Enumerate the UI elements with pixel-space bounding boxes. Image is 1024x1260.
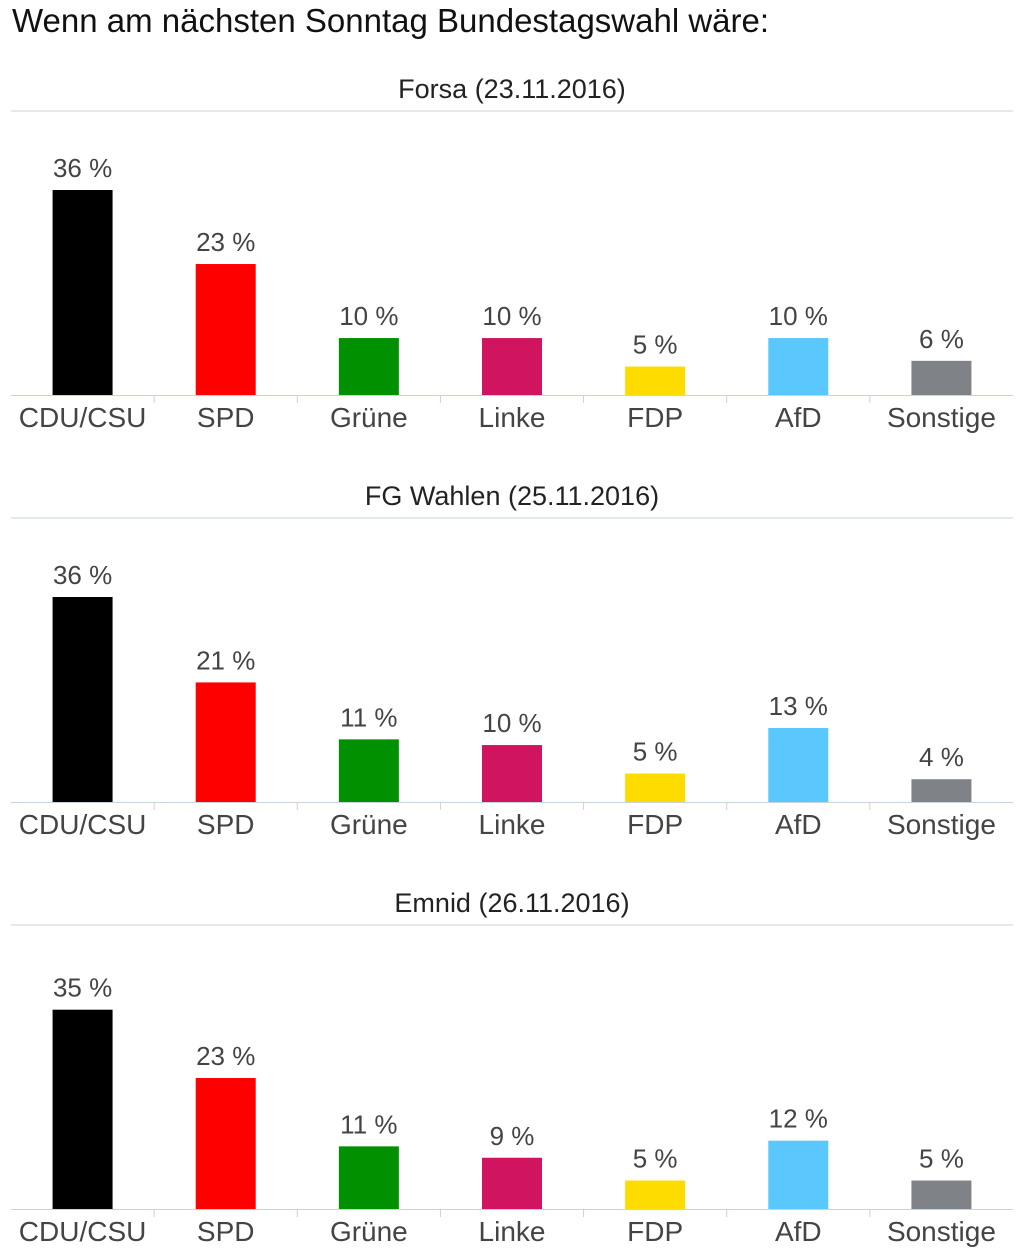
value-label-fdp: 5 % xyxy=(633,1144,678,1174)
category-label-cdu-csu: CDU/CSU xyxy=(19,402,147,433)
value-label-spd: 21 % xyxy=(196,645,255,675)
value-label-afd: 13 % xyxy=(769,691,828,721)
category-label-afd: AfD xyxy=(775,402,822,433)
chart-svg: Forsa (23.11.2016) 36 % CDU/CSU 23 % SPD 10 %… xyxy=(11,74,1013,433)
value-label-cdu-csu: 35 % xyxy=(53,973,112,1003)
category-label-sonstige: Sonstige xyxy=(887,402,996,433)
category-label-fdp: FDP xyxy=(627,1216,683,1247)
category-label-sonstige: Sonstige xyxy=(887,809,996,840)
chart-svg: FG Wahlen (25.11.2016) 36 % CDU/CSU 21 % SPD… xyxy=(11,481,1013,840)
category-label-cdu-csu: CDU/CSU xyxy=(19,809,147,840)
category-label-afd: AfD xyxy=(775,1216,822,1247)
bar-sonstige xyxy=(911,360,972,395)
value-label-linke: 10 % xyxy=(482,708,541,738)
category-label-spd: SPD xyxy=(197,1216,255,1247)
chart-title: Forsa (23.11.2016) xyxy=(398,74,626,104)
bar-afd xyxy=(768,1140,829,1209)
category-label-grüne: Grüne xyxy=(330,809,408,840)
category-label-sonstige: Sonstige xyxy=(887,1216,996,1247)
chart-title: Emnid (26.11.2016) xyxy=(394,888,629,918)
category-label-afd: AfD xyxy=(775,809,822,840)
value-label-fdp: 5 % xyxy=(633,737,678,767)
bar-afd xyxy=(768,727,829,802)
bar-linke xyxy=(482,745,542,802)
bar-grüne xyxy=(338,1146,399,1209)
bar-fdp xyxy=(625,1180,686,1209)
bar-spd xyxy=(195,1078,256,1209)
bar-sonstige xyxy=(911,779,972,802)
page-title: Wenn am nächsten Sonntag Bundestagswahl … xyxy=(12,2,770,39)
value-label-sonstige: 5 % xyxy=(919,1144,964,1174)
poll-chart-emnid: Emnid (26.11.2016) 35 % CDU/CSU 23 % SPD 11 %… xyxy=(0,882,1024,1252)
value-label-afd: 10 % xyxy=(769,301,828,331)
bar-cdu-csu xyxy=(52,597,113,802)
bar-sonstige xyxy=(911,1180,972,1209)
bar-linke xyxy=(482,1157,542,1209)
bar-cdu-csu xyxy=(52,190,113,395)
category-label-fdp: FDP xyxy=(627,402,683,433)
category-label-grüne: Grüne xyxy=(330,402,408,433)
bar-fdp xyxy=(625,366,686,395)
poll-chart-forsa: Forsa (23.11.2016) 36 % CDU/CSU 23 % SPD 10 %… xyxy=(0,68,1024,438)
category-label-fdp: FDP xyxy=(627,809,683,840)
bar-afd xyxy=(768,338,829,395)
bar-spd xyxy=(195,264,256,395)
value-label-fdp: 5 % xyxy=(633,330,678,360)
value-label-grüne: 10 % xyxy=(339,301,398,331)
category-label-linke: Linke xyxy=(479,402,546,433)
value-label-sonstige: 6 % xyxy=(919,324,964,354)
value-label-linke: 10 % xyxy=(482,301,541,331)
bar-grüne xyxy=(338,338,399,395)
value-label-grüne: 11 % xyxy=(340,702,397,732)
bar-spd xyxy=(195,682,256,802)
poll-chart-fg-wahlen: FG Wahlen (25.11.2016) 36 % CDU/CSU 21 % SPD… xyxy=(0,475,1024,845)
value-label-spd: 23 % xyxy=(196,1041,255,1071)
value-label-grüne: 11 % xyxy=(340,1109,397,1139)
bar-linke xyxy=(482,338,542,395)
chart-svg: Emnid (26.11.2016) 35 % CDU/CSU 23 % SPD 11 %… xyxy=(11,888,1013,1247)
category-label-linke: Linke xyxy=(479,809,546,840)
category-label-cdu-csu: CDU/CSU xyxy=(19,1216,147,1247)
bar-grüne xyxy=(338,739,399,802)
value-label-spd: 23 % xyxy=(196,227,255,257)
bar-fdp xyxy=(625,773,686,802)
category-label-spd: SPD xyxy=(197,402,255,433)
category-label-grüne: Grüne xyxy=(330,1216,408,1247)
category-label-linke: Linke xyxy=(479,1216,546,1247)
value-label-cdu-csu: 36 % xyxy=(53,153,112,183)
value-label-sonstige: 4 % xyxy=(919,742,964,772)
chart-title: FG Wahlen (25.11.2016) xyxy=(365,481,659,511)
value-label-afd: 12 % xyxy=(769,1104,828,1134)
bar-cdu-csu xyxy=(52,1009,113,1209)
category-label-spd: SPD xyxy=(197,809,255,840)
value-label-linke: 9 % xyxy=(490,1121,535,1151)
value-label-cdu-csu: 36 % xyxy=(53,560,112,590)
